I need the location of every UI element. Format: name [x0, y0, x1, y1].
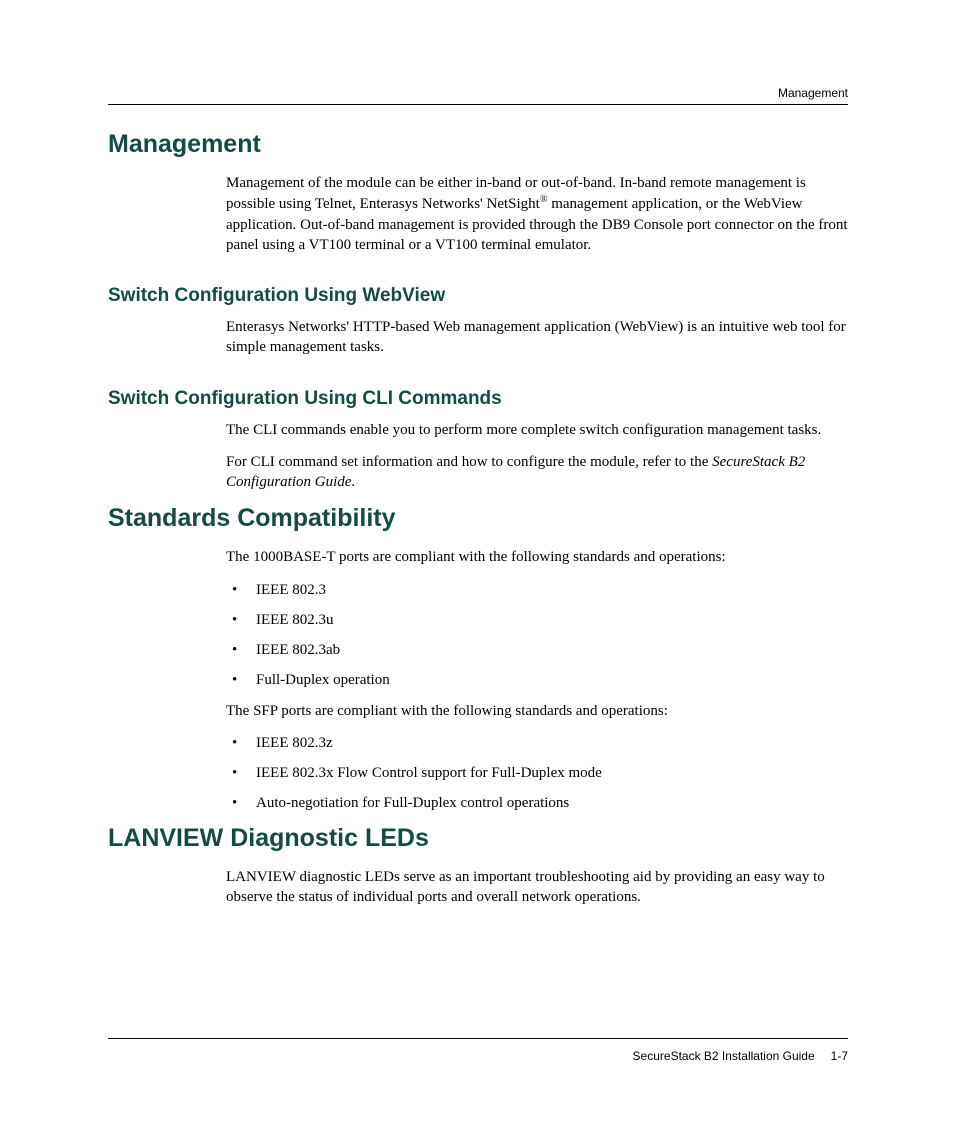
standards-p2: The SFP ports are compliant with the fol… — [226, 701, 848, 721]
standards-list-1: IEEE 802.3 IEEE 802.3u IEEE 802.3ab Full… — [226, 580, 848, 691]
list-item: Full-Duplex operation — [226, 670, 848, 690]
heading-standards: Standards Compatibility — [108, 504, 848, 533]
cli-p2: For CLI command set information and how … — [226, 452, 848, 493]
content-area: Management Management of the module can … — [108, 130, 848, 919]
management-intro: Management of the module can be either i… — [226, 173, 848, 255]
page: Management Management Management of the … — [0, 0, 954, 1123]
standards-body: The 1000BASE-T ports are compliant with … — [226, 547, 848, 813]
cli-body: The CLI commands enable you to perform m… — [226, 420, 848, 493]
standards-list-2: IEEE 802.3z IEEE 802.3x Flow Control sup… — [226, 733, 848, 814]
heading-lanview: LANVIEW Diagnostic LEDs — [108, 824, 848, 853]
list-item: IEEE 802.3 — [226, 580, 848, 600]
heading-cli: Switch Configuration Using CLI Commands — [108, 388, 848, 410]
webview-body: Enterasys Networks' HTTP-based Web manag… — [226, 317, 848, 358]
cli-p1: The CLI commands enable you to perform m… — [226, 420, 848, 440]
header-rule — [108, 104, 848, 105]
footer-text: SecureStack B2 Installation Guide 1-7 — [108, 1049, 848, 1063]
standards-p1: The 1000BASE-T ports are compliant with … — [226, 547, 848, 567]
footer-rule — [108, 1038, 848, 1039]
list-item: IEEE 802.3z — [226, 733, 848, 753]
list-item: Auto-negotiation for Full-Duplex control… — [226, 793, 848, 813]
footer-doc-title: SecureStack B2 Installation Guide — [633, 1049, 815, 1063]
running-head: Management — [778, 86, 848, 100]
list-item: IEEE 802.3u — [226, 610, 848, 630]
footer-page-number: 1-7 — [831, 1049, 848, 1063]
list-item: IEEE 802.3x Flow Control support for Ful… — [226, 763, 848, 783]
management-body: Management of the module can be either i… — [226, 173, 848, 255]
lanview-p1: LANVIEW diagnostic LEDs serve as an impo… — [226, 867, 848, 908]
lanview-body: LANVIEW diagnostic LEDs serve as an impo… — [226, 867, 848, 908]
heading-management: Management — [108, 130, 848, 159]
heading-webview: Switch Configuration Using WebView — [108, 285, 848, 307]
footer: SecureStack B2 Installation Guide 1-7 — [108, 1038, 848, 1063]
text: . — [351, 474, 355, 490]
webview-p1: Enterasys Networks' HTTP-based Web manag… — [226, 317, 848, 358]
text: For CLI command set information and how … — [226, 454, 712, 470]
list-item: IEEE 802.3ab — [226, 640, 848, 660]
